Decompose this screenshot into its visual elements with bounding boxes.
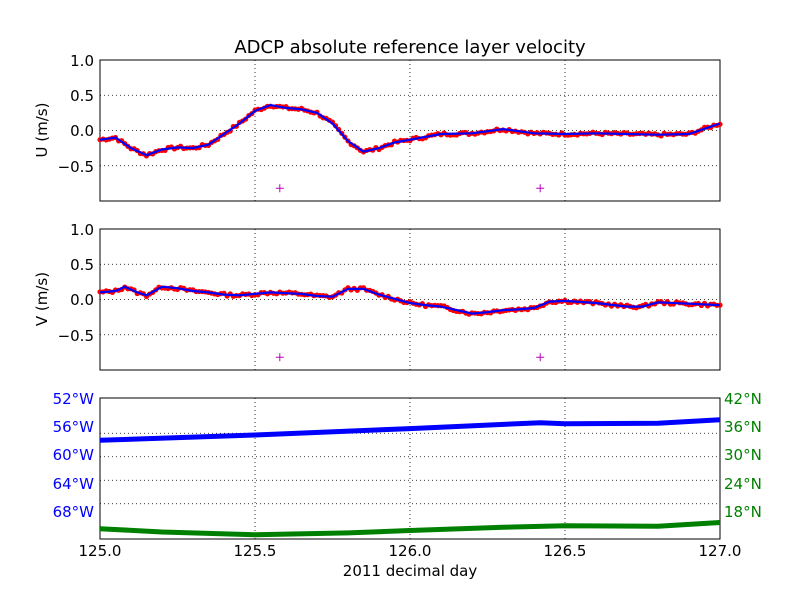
xtick-4: 126.5	[544, 542, 587, 560]
xtick-3: 126.0	[389, 542, 432, 560]
v-point	[717, 302, 723, 308]
v-panel: 1.0 0.5 0.0 −0.5 V (m/s)	[33, 221, 723, 371]
xtick-1: 125.0	[79, 542, 122, 560]
u-ytick-4: −0.5	[58, 158, 94, 176]
u-ytick-2: 0.5	[70, 87, 94, 105]
v-grid	[100, 229, 720, 370]
lat-tick-5: 18°N	[724, 503, 762, 521]
xtick-5: 127.0	[699, 542, 742, 560]
v-plus-markers	[275, 353, 545, 362]
v-plus-marker-1	[536, 353, 545, 362]
position-plot-frame	[99, 397, 721, 540]
position-grid	[100, 398, 720, 539]
position-panel: 52°W 56°W 60°W 64°W 68°W 42°N 36°N 30°N …	[53, 390, 762, 580]
u-smooth-line	[99, 103, 721, 157]
latitude-line	[99, 520, 721, 538]
lon-tick-1: 52°W	[53, 390, 95, 408]
v-ytick-3: 0.0	[70, 291, 94, 309]
lat-tick-2: 36°N	[724, 418, 762, 436]
v-ytick-1: 1.0	[70, 221, 94, 239]
xtick-2: 125.5	[234, 542, 277, 560]
x-axis-label: 2011 decimal day	[343, 562, 478, 580]
u-ytick-3: 0.0	[70, 122, 94, 140]
u-plus-marker-1	[536, 184, 545, 193]
u-grid	[100, 60, 720, 201]
u-panel: 1.0 0.5 0.0 −0.5 U (m/s)	[33, 52, 723, 202]
lat-tick-1: 42°N	[724, 390, 762, 408]
lat-tick-3: 30°N	[724, 446, 762, 464]
lat-tick-4: 24°N	[724, 475, 762, 493]
chart-title: ADCP absolute reference layer velocity	[234, 37, 586, 58]
v-ylabel: V (m/s)	[33, 272, 51, 326]
v-smooth-line	[99, 285, 721, 315]
longitude-line	[99, 417, 721, 443]
lon-tick-4: 64°W	[53, 475, 95, 493]
lon-tick-5: 68°W	[53, 503, 95, 521]
lon-tick-2: 56°W	[53, 418, 95, 436]
v-ytick-2: 0.5	[70, 256, 94, 274]
v-plus-marker-0	[275, 353, 284, 362]
u-plus-marker-0	[275, 184, 284, 193]
v-ytick-4: −0.5	[58, 327, 94, 345]
u-ylabel: U (m/s)	[33, 103, 51, 158]
lon-tick-3: 60°W	[53, 446, 95, 464]
u-ytick-1: 1.0	[70, 52, 94, 70]
u-plus-markers	[275, 184, 545, 193]
